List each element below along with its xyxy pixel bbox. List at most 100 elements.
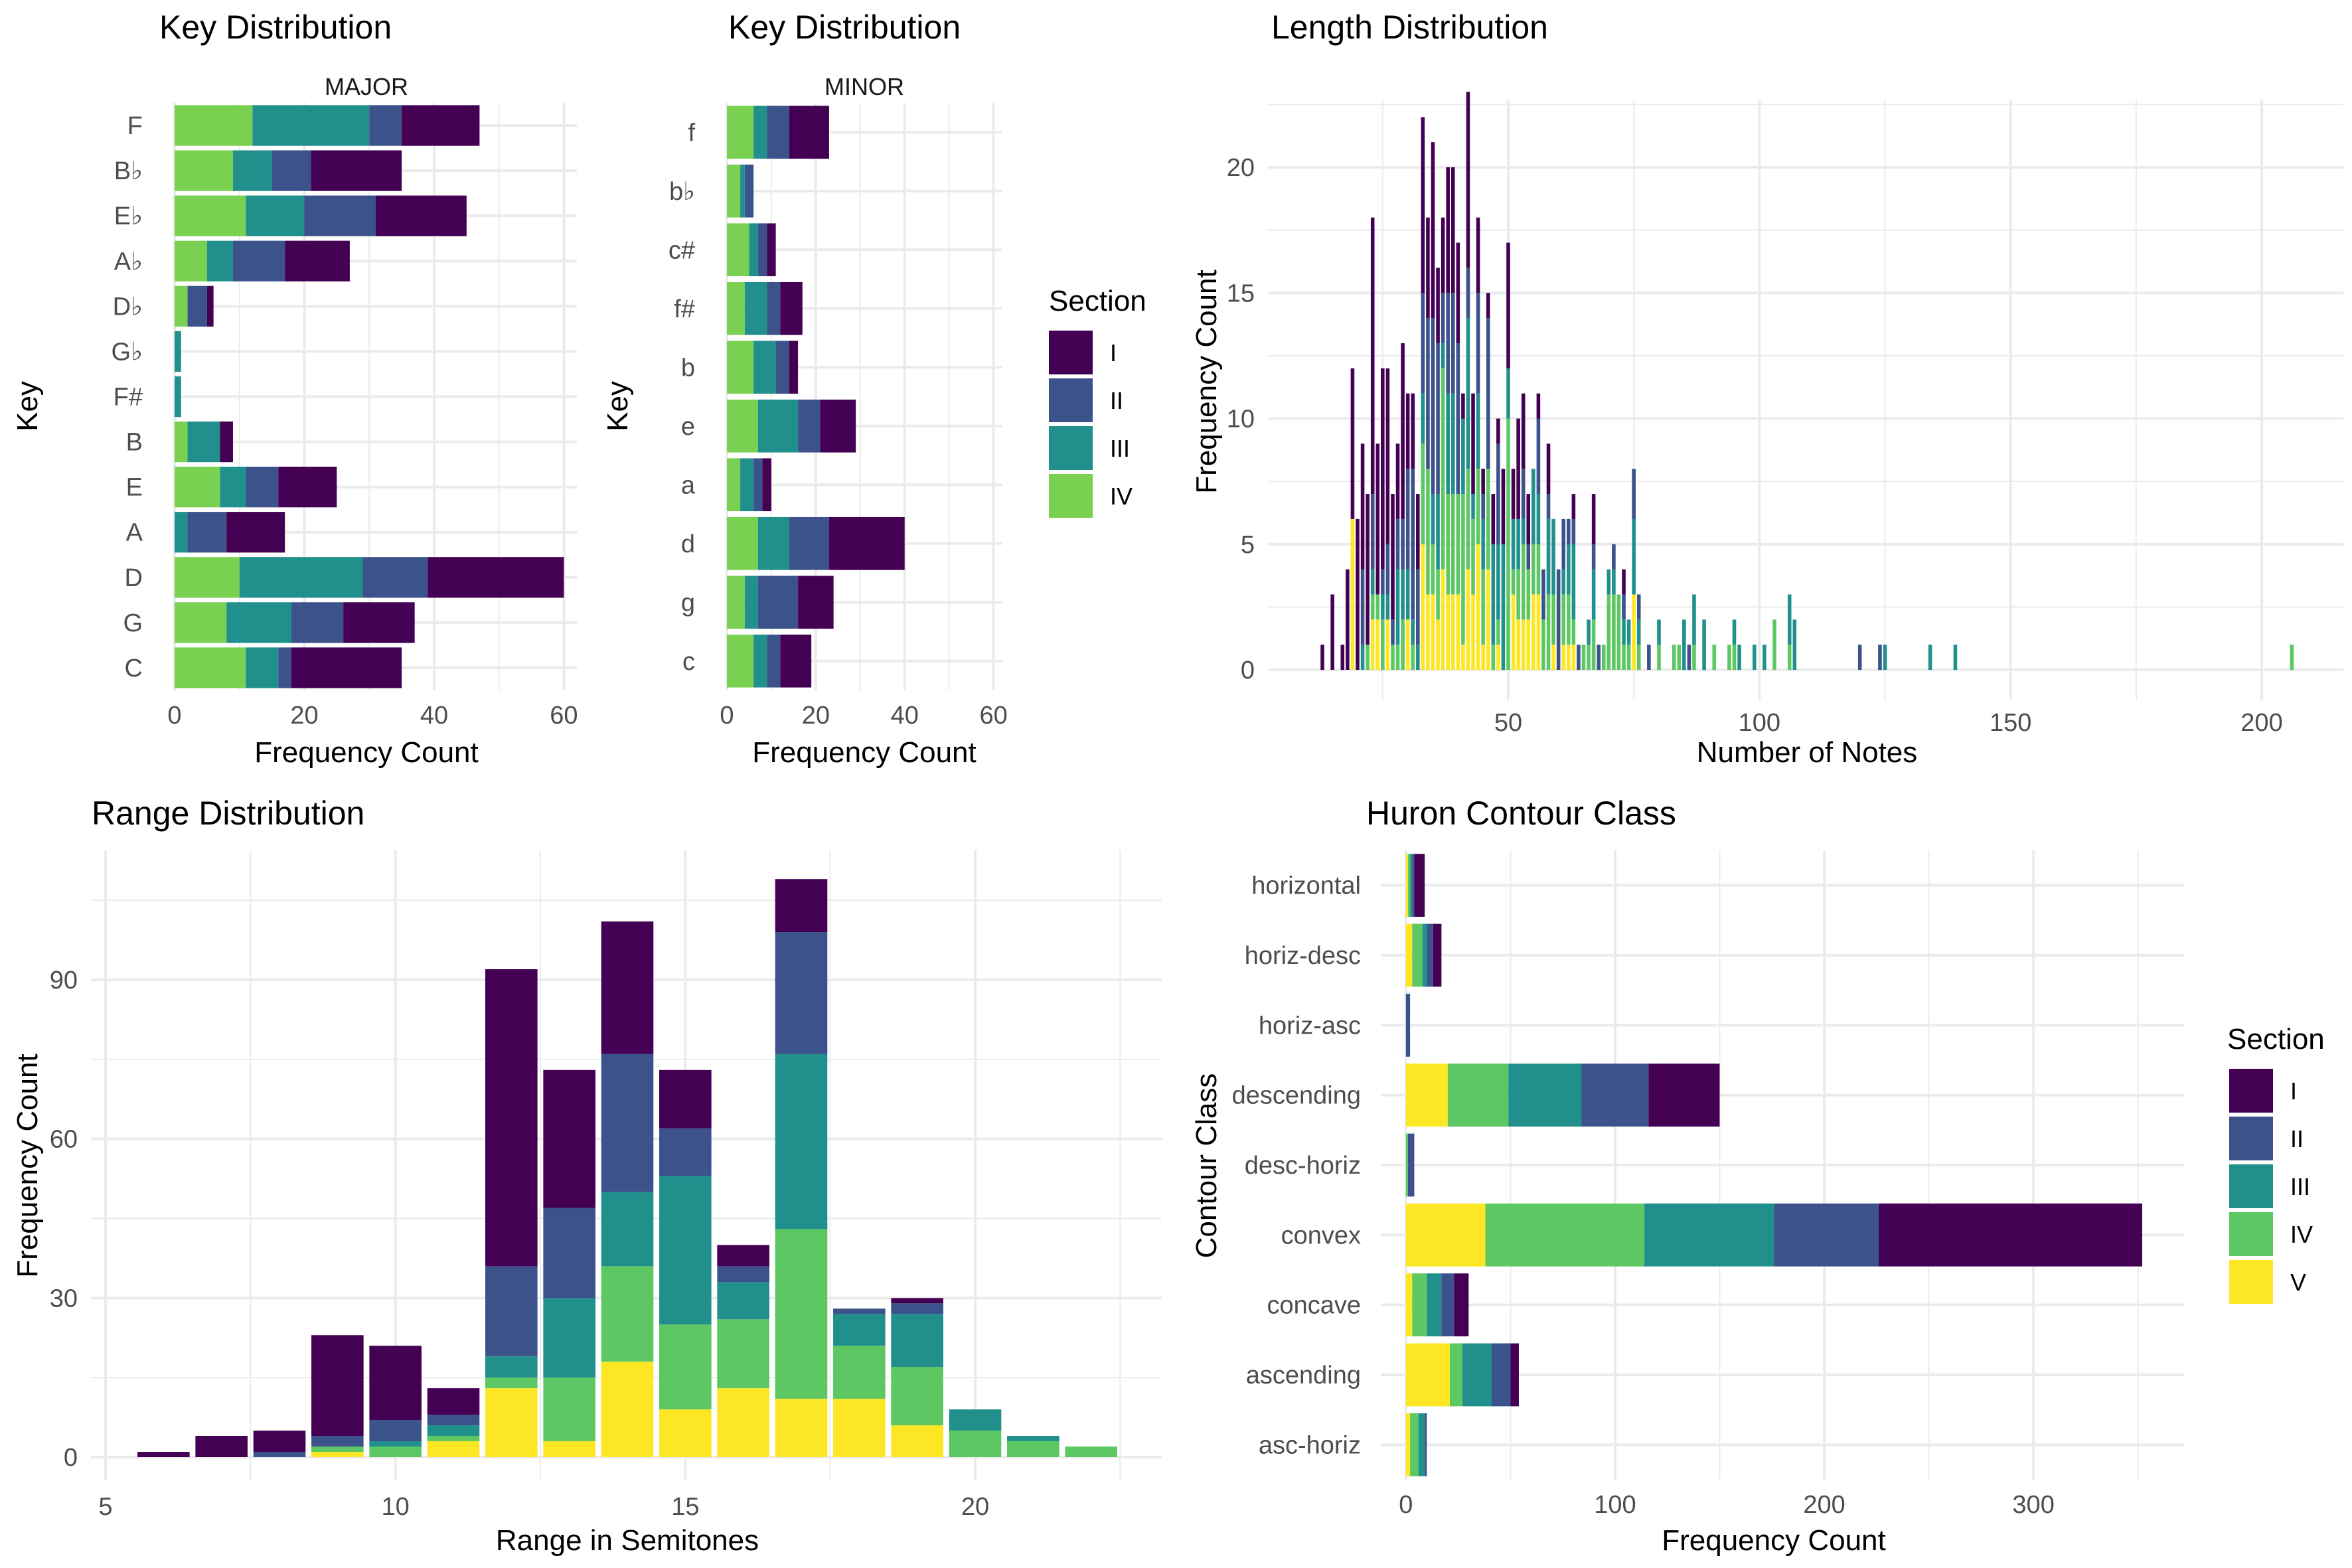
bar-segment-iv <box>1447 1063 1509 1127</box>
histogram-bar-segment-v <box>1481 645 1485 670</box>
length-chart-title: Length Distribution <box>1271 9 1548 46</box>
range-y-axis-label: Frequency Count <box>11 1054 44 1278</box>
bar-segment-iv <box>175 647 246 688</box>
bar-segment-ii <box>757 223 767 277</box>
histogram-bar-segment-i <box>1381 368 1385 570</box>
histogram-bar-segment-v <box>1476 544 1480 670</box>
y-tick-label: 10 <box>1227 406 1255 433</box>
histogram-bar-segment-i <box>1506 242 1510 368</box>
x-tick-label: 200 <box>2240 709 2282 737</box>
y-tick-label: E♭ <box>114 202 143 230</box>
histogram-bar-segment-ii <box>1597 645 1601 670</box>
bar-segment-iv <box>727 516 758 570</box>
bar-segment-v <box>485 1388 538 1457</box>
histogram-bar-segment-iii <box>1591 569 1596 620</box>
bar-segment-iii <box>175 512 188 553</box>
bar-segment-iv <box>175 240 207 281</box>
bar-segment-iii <box>1410 854 1413 917</box>
histogram-bar-segment-ii <box>1591 544 1596 570</box>
histogram-bar-segment-v <box>1521 619 1526 670</box>
histogram-bar-segment-i <box>1340 645 1345 670</box>
bar-segment-ii <box>1581 1063 1649 1127</box>
histogram-bar-segment-ii <box>1632 469 1636 519</box>
histogram-bar-segment-i <box>1622 569 1626 595</box>
histogram-bar-segment-i <box>1421 117 1425 293</box>
histogram-bar-segment-v <box>1405 619 1410 670</box>
bar-segment-iii <box>757 399 799 453</box>
histogram-bar-segment-i <box>1546 443 1551 495</box>
histogram-bar-segment-v <box>1446 594 1450 670</box>
legend-label: V <box>2290 1269 2306 1296</box>
bar-segment-iii <box>833 1314 886 1346</box>
histogram-bar-segment-iv <box>1511 569 1516 595</box>
histogram-bar-segment-ii <box>1441 293 1445 343</box>
histogram-bar-segment-iv <box>1626 645 1631 670</box>
y-tick-label: 90 <box>50 967 78 994</box>
histogram-bar-segment-iii <box>1436 494 1440 570</box>
histogram-bar-segment-i <box>1405 393 1410 469</box>
bar-segment-ii <box>775 932 828 1054</box>
bar-segment-iv <box>727 164 741 218</box>
histogram-bar-segment-iii <box>1405 569 1410 620</box>
bar-segment-iv <box>727 399 758 453</box>
histogram-bar-segment-ii <box>1431 318 1435 495</box>
contour-class-chart: Huron Contour Class Frequency Count Cont… <box>1190 795 2184 1557</box>
histogram-bar-segment-i <box>1436 268 1440 343</box>
bar-segment-i <box>428 557 564 598</box>
histogram-bar-segment-iv <box>1616 594 1621 670</box>
legend-top-title: Section <box>1049 285 1146 317</box>
histogram-bar-segment-iv <box>1446 494 1450 595</box>
histogram-bar-segment-iv <box>1375 594 1380 620</box>
histogram-bar-segment-i <box>1491 494 1496 544</box>
y-tick-label: horizontal <box>1251 872 1361 900</box>
bar-segment-i <box>1414 854 1425 917</box>
histogram-bar-segment-iv <box>1521 544 1526 620</box>
contour-chart-title: Huron Contour Class <box>1366 795 1676 832</box>
bar-segment-iii <box>753 106 767 159</box>
histogram-bar-segment-i <box>1496 418 1500 444</box>
bar-segment-i <box>1454 1273 1469 1337</box>
histogram-bar-segment-i <box>1395 443 1400 519</box>
legend-label: II <box>1110 387 1123 414</box>
histogram-bar-segment-i <box>1350 368 1355 519</box>
histogram-bar-segment-iv <box>1692 645 1696 670</box>
x-tick-label: 40 <box>891 702 919 730</box>
minor-facet-label: MINOR <box>824 73 904 100</box>
histogram-bar-segment-iv <box>1581 645 1586 670</box>
histogram-bar-segment-iii <box>1737 645 1741 670</box>
legend-swatch-iv <box>2229 1212 2273 1256</box>
histogram-bar-segment-iv <box>1787 645 1792 670</box>
histogram-bar-segment-iv <box>1727 645 1731 670</box>
histogram-bar-segment-iv <box>1546 594 1551 670</box>
histogram-bar-segment-v <box>1450 594 1455 670</box>
bar-segment-iv <box>311 1447 364 1452</box>
y-tick-label: G <box>123 609 143 637</box>
bar-segment-i <box>659 1069 712 1129</box>
bar-segment-iii <box>252 105 370 146</box>
histogram-bar-segment-i <box>1521 393 1526 469</box>
histogram-bar-segment-i <box>1401 343 1405 519</box>
histogram-bar-segment-i <box>1441 217 1445 293</box>
legend-bottom-title: Section <box>2227 1023 2325 1056</box>
histogram-bar-segment-iii <box>1763 645 1766 670</box>
bar-segment-i <box>891 1298 943 1304</box>
y-tick-label: 5 <box>1241 531 1255 559</box>
bar-segment-i <box>828 516 905 570</box>
histogram-bar-segment-i <box>1426 217 1430 319</box>
histogram-bar-segment-iii <box>1928 645 1932 670</box>
legend-swatch-v <box>2229 1260 2273 1304</box>
histogram-bar-segment-i <box>1366 494 1370 645</box>
x-tick-label: 60 <box>979 702 1007 730</box>
bar-segment-v <box>1405 1063 1448 1127</box>
histogram-bar-segment-i <box>1411 393 1415 469</box>
x-tick-label: 20 <box>802 702 830 730</box>
bar-segment-iii <box>1508 1063 1582 1127</box>
y-tick-label: F# <box>114 384 143 412</box>
x-tick-label: 5 <box>98 1493 112 1521</box>
histogram-bar-segment-iv <box>1456 494 1460 595</box>
bar-segment-i <box>311 1335 364 1437</box>
bar-segment-ii <box>246 467 279 508</box>
histogram-bar-segment-iii <box>1381 594 1385 620</box>
bar-segment-i <box>427 1388 480 1415</box>
histogram-bar-segment-iv <box>1366 645 1370 670</box>
